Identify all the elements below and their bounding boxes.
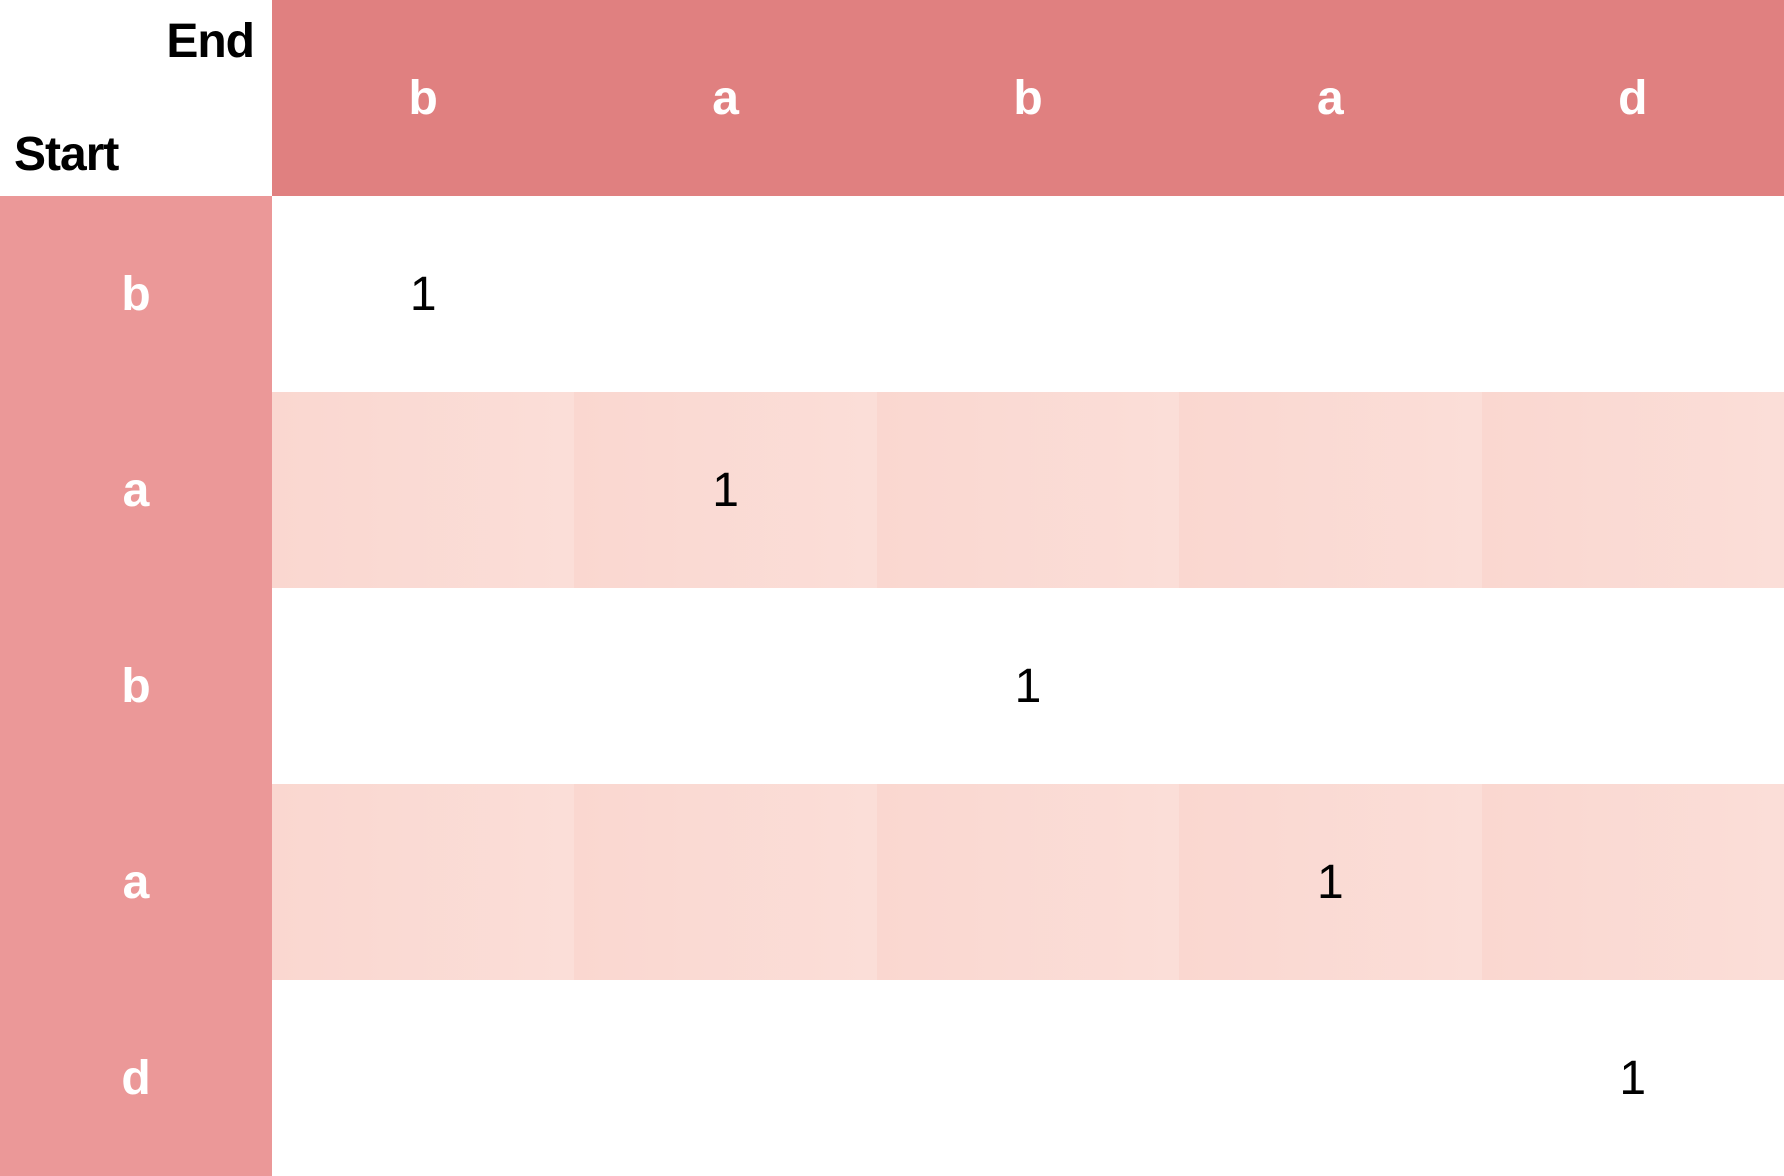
data-cell: [574, 196, 876, 392]
row-header: a: [0, 784, 272, 980]
header-row: End Start b a b a d: [0, 0, 1784, 196]
data-cell: [574, 784, 876, 980]
data-cell: 1: [877, 588, 1179, 784]
matrix-table: End Start b a b a d b 1 a: [0, 0, 1784, 1176]
table-row: b 1: [0, 588, 1784, 784]
data-cell: [1482, 196, 1784, 392]
matrix-table-container: End Start b a b a d b 1 a: [0, 0, 1784, 1176]
data-cell: [877, 392, 1179, 588]
data-cell: [574, 980, 876, 1176]
data-cell: [272, 392, 574, 588]
data-cell: [877, 784, 1179, 980]
data-cell: 1: [574, 392, 876, 588]
data-cell: 1: [1179, 784, 1481, 980]
data-cell: [272, 588, 574, 784]
corner-cell: End Start: [0, 0, 272, 196]
col-header: b: [877, 0, 1179, 196]
data-cell: [1179, 588, 1481, 784]
data-cell: [877, 196, 1179, 392]
table-row: b 1: [0, 196, 1784, 392]
data-cell: [1179, 392, 1481, 588]
row-header: a: [0, 392, 272, 588]
data-cell: [1482, 392, 1784, 588]
table-row: d 1: [0, 980, 1784, 1176]
corner-start-label: Start: [14, 127, 118, 182]
corner-end-label: End: [166, 14, 254, 69]
table-row: a 1: [0, 784, 1784, 980]
col-header: d: [1482, 0, 1784, 196]
data-cell: [1179, 196, 1481, 392]
col-header: a: [1179, 0, 1481, 196]
row-header: b: [0, 196, 272, 392]
data-cell: 1: [272, 196, 574, 392]
col-header: b: [272, 0, 574, 196]
table-row: a 1: [0, 392, 1784, 588]
row-header: d: [0, 980, 272, 1176]
data-cell: [1482, 784, 1784, 980]
data-cell: [1179, 980, 1481, 1176]
data-cell: [272, 980, 574, 1176]
data-cell: [1482, 588, 1784, 784]
data-cell: [877, 980, 1179, 1176]
data-cell: 1: [1482, 980, 1784, 1176]
row-header: b: [0, 588, 272, 784]
data-cell: [272, 784, 574, 980]
data-cell: [574, 588, 876, 784]
col-header: a: [574, 0, 876, 196]
